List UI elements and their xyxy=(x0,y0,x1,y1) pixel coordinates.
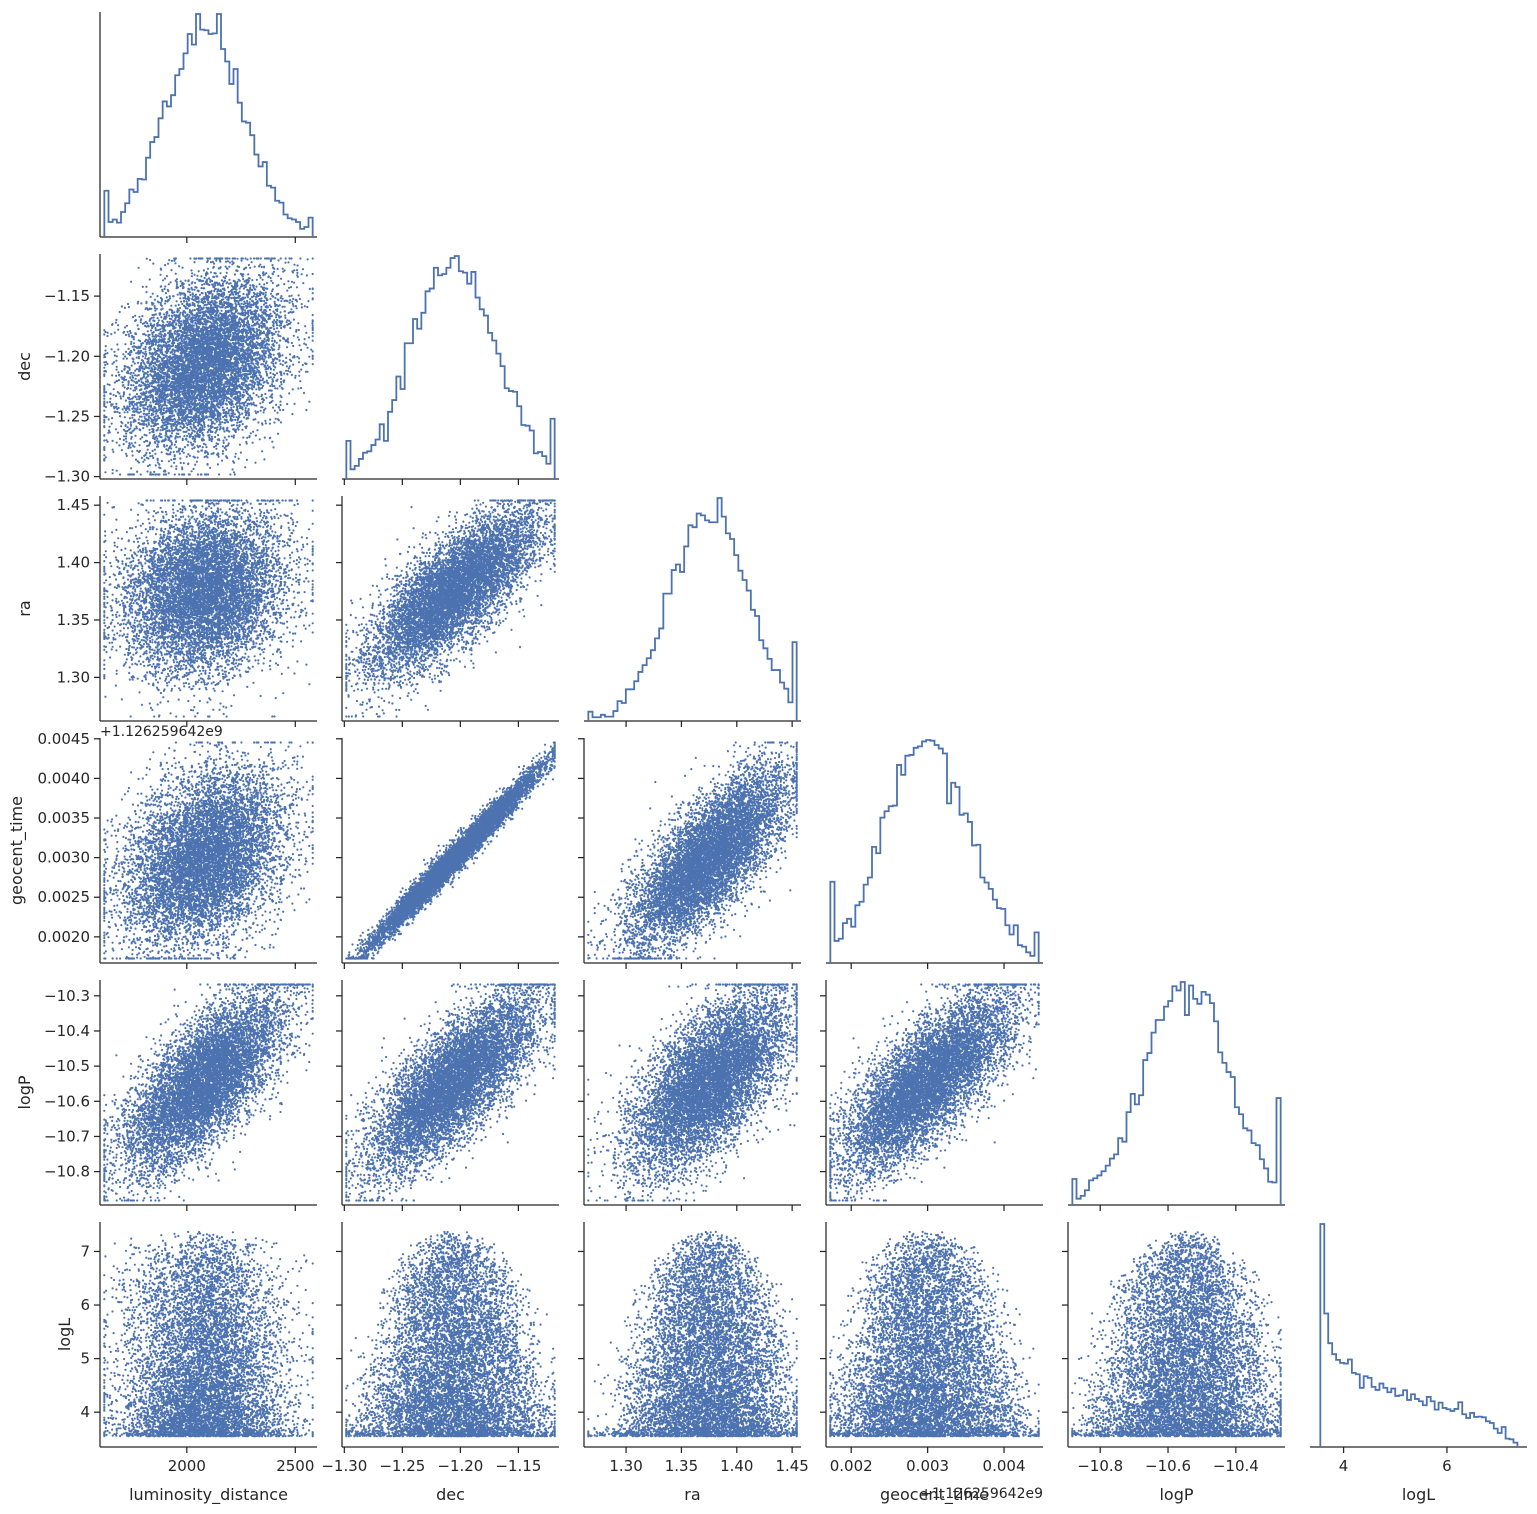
panel-ra-vs-dec xyxy=(336,496,559,727)
y-tick-label: −1.25 xyxy=(44,407,90,425)
y-tick-label: −1.20 xyxy=(44,347,90,365)
scatter-points xyxy=(103,983,314,1202)
histogram-luminosity_distance xyxy=(103,13,314,237)
x-tick-label: 0.003 xyxy=(906,1457,949,1475)
scatter-points xyxy=(345,983,556,1202)
y-tick-label: −10.3 xyxy=(44,987,90,1005)
y-tick-label: 0.0040 xyxy=(38,769,91,787)
x-tick-label: 4 xyxy=(1339,1457,1349,1475)
x-tick-label: −1.20 xyxy=(437,1457,483,1475)
y-tick-label: 6 xyxy=(80,1296,90,1314)
scatter-points xyxy=(587,983,798,1202)
y-axis-label: logP xyxy=(15,1075,34,1109)
x-axis-label: ra xyxy=(684,1485,700,1504)
x-tick-label: −1.25 xyxy=(379,1457,425,1475)
panel-geocent_time-vs-geocent_time xyxy=(826,739,1043,969)
x-axis-label: luminosity_distance xyxy=(129,1485,288,1505)
y-tick-label: 0.0030 xyxy=(38,849,91,867)
y-tick-label: −10.4 xyxy=(44,1022,90,1040)
panel-logL-vs-logP: −10.8 −10.6 −10.4 xyxy=(1062,1222,1285,1475)
y-tick-label: 1.35 xyxy=(57,611,90,629)
panel-ra-vs-luminosity_distance: 1.30 1.35 1.40 1.45 ra xyxy=(15,496,317,727)
panel-dec-vs-dec xyxy=(342,255,559,485)
panel-logP-vs-ra xyxy=(578,980,801,1211)
y-tick-label: −1.30 xyxy=(44,468,90,486)
y-tick-label: 0.0020 xyxy=(38,928,91,946)
scatter-points xyxy=(103,1230,314,1438)
scatter-points xyxy=(103,741,314,960)
scatter-points xyxy=(829,1230,1040,1438)
scatter-points xyxy=(587,741,798,960)
x-tick-label: 1.45 xyxy=(775,1457,808,1475)
y-tick-label: −10.8 xyxy=(44,1163,90,1181)
x-tick-label: 1.30 xyxy=(609,1457,642,1475)
x-axis-label: logP xyxy=(1159,1485,1193,1504)
y-tick-label: 7 xyxy=(80,1242,90,1260)
histogram-ra xyxy=(587,497,798,721)
x-axis-label: logL xyxy=(1402,1485,1435,1504)
x-tick-label: 2000 xyxy=(168,1457,206,1475)
y-offset-label: +1.126259642e9 xyxy=(100,724,223,740)
scatter-points xyxy=(1071,1230,1282,1438)
histogram-geocent_time xyxy=(829,739,1040,963)
x-axis-label: dec xyxy=(436,1485,465,1504)
x-tick-label: 1.35 xyxy=(665,1457,698,1475)
x-tick-label: 2500 xyxy=(276,1457,314,1475)
y-tick-label: 0.0025 xyxy=(38,888,91,906)
histogram-logP xyxy=(1071,981,1282,1205)
panel-luminosity_distance-vs-luminosity_distance xyxy=(99,12,317,243)
panel-logP-vs-geocent_time xyxy=(820,980,1043,1211)
x-tick-label: −10.6 xyxy=(1145,1457,1191,1475)
y-tick-label: −10.6 xyxy=(44,1092,90,1110)
y-tick-label: −1.15 xyxy=(44,287,90,305)
y-tick-label: 4 xyxy=(80,1403,90,1421)
y-axis-label: logL xyxy=(55,1318,74,1351)
scatter-points xyxy=(103,499,314,718)
y-tick-label: 1.30 xyxy=(57,668,90,686)
y-tick-label: 5 xyxy=(80,1350,90,1368)
y-axis-label: ra xyxy=(15,600,34,616)
x-tick-label: −1.30 xyxy=(321,1457,367,1475)
y-tick-label: 0.0045 xyxy=(38,730,91,748)
histogram-dec xyxy=(345,255,556,479)
panel-geocent_time-vs-luminosity_distance: 0.0020 0.0025 0.0030 0.0035 0.0040 0.0045 geoc… xyxy=(7,724,317,969)
y-axis-label: geocent_time xyxy=(7,796,27,905)
y-tick-label: 1.40 xyxy=(57,554,90,572)
panel-ra-vs-ra xyxy=(584,497,801,727)
panel-geocent_time-vs-dec xyxy=(336,738,559,969)
panel-logL-vs-ra: 1.30 1.35 1.40 1.45 xyxy=(578,1222,809,1475)
histogram-logL xyxy=(1319,1223,1519,1447)
y-tick-label: −10.5 xyxy=(44,1057,90,1075)
x-tick-label: −10.8 xyxy=(1077,1457,1123,1475)
x-tick-label: 0.002 xyxy=(830,1457,873,1475)
x-axis-label: geocent_time xyxy=(880,1485,989,1505)
x-tick-label: 0.004 xyxy=(983,1457,1026,1475)
y-tick-label: −10.7 xyxy=(44,1127,90,1145)
scatter-points xyxy=(345,499,556,718)
x-tick-label: 1.40 xyxy=(720,1457,753,1475)
y-tick-label: 0.0035 xyxy=(38,809,91,827)
x-tick-label: −1.15 xyxy=(495,1457,541,1475)
panel-logL-vs-geocent_time: 0.002 0.003 0.004 xyxy=(820,1222,1043,1475)
panel-geocent_time-vs-ra xyxy=(578,738,801,969)
panel-dec-vs-luminosity_distance: −1.30 −1.25 −1.20 −1.15 dec xyxy=(15,254,317,486)
y-tick-label: 1.45 xyxy=(57,496,90,514)
x-offset-label: +1.126259642e9 xyxy=(920,1486,1043,1502)
panel-logP-vs-dec xyxy=(336,980,559,1211)
scatter-points xyxy=(829,983,1040,1202)
scatter-points xyxy=(345,1230,556,1438)
scatter-points xyxy=(587,1230,798,1438)
panel-logP-vs-luminosity_distance: −10.8 −10.7 −10.6 −10.5 −10.4 −10.3 logP xyxy=(15,980,317,1211)
scatter-points xyxy=(103,257,314,476)
panel-logL-vs-dec: −1.30 −1.25 −1.20 −1.15 xyxy=(321,1222,559,1475)
panel-logP-vs-logP xyxy=(1068,981,1285,1211)
x-tick-label: −10.4 xyxy=(1213,1457,1259,1475)
x-tick-label: 6 xyxy=(1442,1457,1452,1475)
y-axis-label: dec xyxy=(15,352,34,381)
scatter-points xyxy=(345,741,556,960)
panel-logL-vs-luminosity_distance: 2000 2500 4 5 6 7 logL xyxy=(55,1222,317,1475)
